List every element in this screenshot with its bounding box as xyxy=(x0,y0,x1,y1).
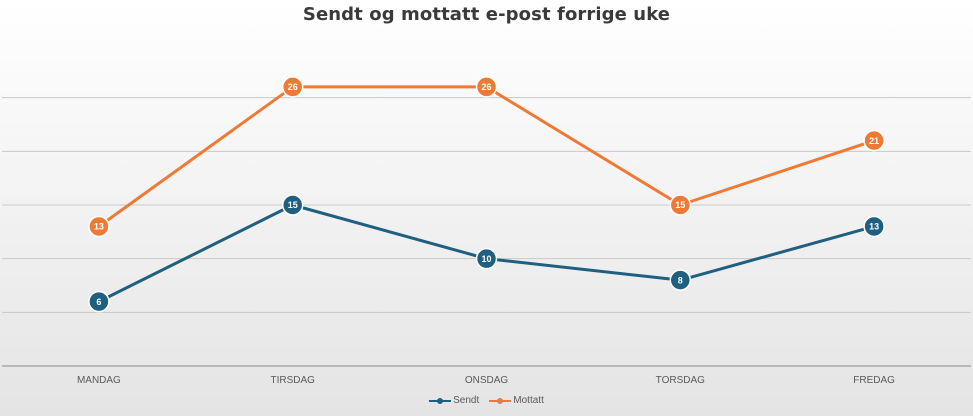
data-point xyxy=(863,129,885,152)
series-line-mottatt xyxy=(97,85,876,228)
legend-marker xyxy=(437,397,444,404)
legend-label: Mottatt xyxy=(513,395,544,406)
data-label: 21 xyxy=(869,136,879,146)
data-point xyxy=(281,76,304,98)
data-point xyxy=(475,76,498,98)
x-tick-label: ONSDAG xyxy=(465,375,509,386)
x-tick-label: TORSDAG xyxy=(656,375,705,386)
data-label: 13 xyxy=(94,222,104,232)
data-point xyxy=(669,194,692,216)
x-tick-label: MANDAG xyxy=(77,375,121,386)
data-label: 26 xyxy=(481,82,491,92)
data-label: 15 xyxy=(675,200,685,210)
legend-label: Sendt xyxy=(453,395,480,406)
data-point xyxy=(281,194,304,216)
data-point xyxy=(475,247,498,270)
legend-marker xyxy=(497,397,504,404)
chart-legend: Sendt Mottatt xyxy=(0,395,973,406)
data-label: 15 xyxy=(288,200,298,210)
legend-item-sendt: Sendt xyxy=(429,395,479,406)
data-label: 6 xyxy=(96,297,101,307)
data-point xyxy=(863,215,885,238)
legend-swatch xyxy=(489,397,512,405)
chart-title: Sendt og mottatt e-post forrige uke xyxy=(302,4,671,25)
legend-swatch xyxy=(429,397,452,405)
x-tick-label: TIRSDAG xyxy=(270,375,315,386)
data-label: 8 xyxy=(678,275,683,285)
x-tick-label: FREDAG xyxy=(853,375,895,386)
data-point xyxy=(88,290,110,313)
data-point xyxy=(669,269,692,291)
data-label: 10 xyxy=(481,254,491,264)
data-label: 26 xyxy=(288,82,298,92)
data-point xyxy=(88,215,110,238)
legend-item-mottatt: Mottatt xyxy=(489,395,544,406)
data-label: 13 xyxy=(869,222,879,232)
